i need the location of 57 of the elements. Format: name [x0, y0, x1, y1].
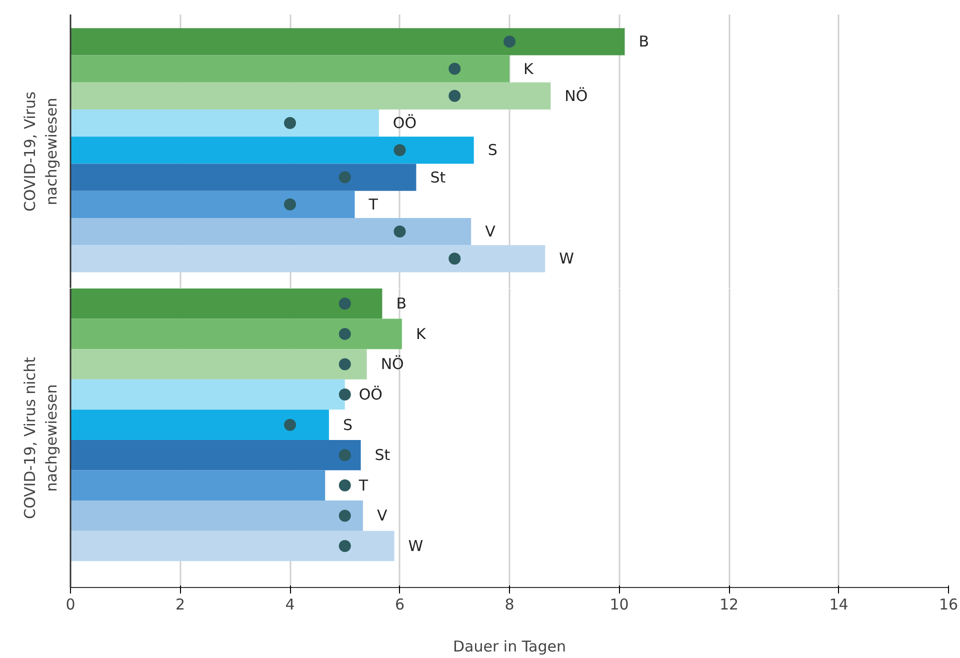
category-label: V — [485, 222, 496, 241]
category-label: S — [488, 141, 498, 160]
category-label: St — [374, 446, 390, 464]
category-label: St — [430, 168, 446, 186]
bar — [70, 379, 345, 410]
x-tick-label: 12 — [719, 596, 739, 614]
bar — [70, 530, 394, 562]
y-axis-title: COVID-19, Virus nachgewiesen — [20, 91, 60, 212]
x-tick-label: 14 — [829, 596, 848, 614]
category-label: NÖ — [380, 355, 404, 374]
x-tick-label: 16 — [938, 596, 958, 614]
category-label: T — [358, 476, 368, 494]
bar — [70, 410, 329, 440]
bar — [70, 28, 625, 56]
category-label: V — [376, 506, 388, 525]
point — [284, 198, 296, 210]
point — [504, 36, 516, 48]
point — [448, 252, 461, 265]
x-tick-label: 6 — [394, 596, 405, 614]
x-tick-label: 10 — [610, 596, 629, 614]
point — [394, 144, 406, 156]
x-tick-label: 4 — [285, 596, 295, 614]
x-tick-label: 0 — [66, 596, 76, 614]
bar — [70, 190, 355, 218]
x-tick-label: 8 — [504, 596, 514, 614]
point — [284, 117, 296, 130]
point — [338, 171, 351, 184]
point — [448, 90, 461, 102]
category-label: W — [408, 536, 424, 555]
bar — [70, 136, 474, 164]
category-label: B — [396, 294, 406, 313]
bar — [70, 500, 363, 531]
bar — [70, 318, 402, 350]
point — [394, 226, 406, 238]
category-label: T — [368, 195, 378, 214]
category-label: S — [342, 416, 352, 434]
x-tick-label: 2 — [175, 596, 186, 614]
bar — [70, 82, 551, 110]
category-label: OÖ — [358, 386, 382, 404]
bar — [70, 349, 367, 380]
category-label: W — [559, 250, 574, 268]
bar — [70, 288, 382, 319]
category-label: K — [524, 60, 534, 78]
bar — [70, 164, 416, 191]
category-label: K — [416, 324, 426, 343]
bar — [70, 55, 510, 82]
category-label: OÖ — [392, 114, 417, 132]
bar — [70, 218, 472, 246]
category-label: NÖ — [564, 86, 588, 105]
point — [448, 62, 461, 75]
bar — [70, 470, 326, 501]
x-axis-title: Dauer in Tagen — [453, 638, 566, 656]
bar — [70, 440, 361, 470]
category-label: B — [638, 32, 650, 51]
bar — [70, 109, 379, 137]
y-axis-title: COVID-19, Virus nicht nachgewiesen — [20, 356, 60, 519]
bar — [70, 245, 546, 272]
